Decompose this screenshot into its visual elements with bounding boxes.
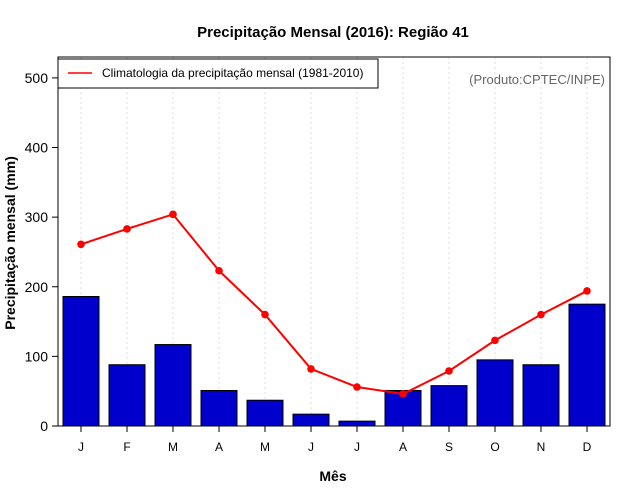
x-axis-title: Mês <box>319 468 346 484</box>
plot-frame <box>57 56 611 427</box>
climatology-point-9 <box>445 367 453 375</box>
y-axis-title: Precipitação mensal (mm) <box>2 156 18 330</box>
climatology-point-8 <box>399 390 407 398</box>
climatology-point-2 <box>123 225 131 233</box>
y-tick-label-400: 400 <box>25 140 49 156</box>
y-tick-label-0: 0 <box>40 418 48 434</box>
climatology-point-6 <box>307 365 315 373</box>
bar-11 <box>522 364 560 427</box>
x-tick-label-7: J <box>354 440 360 454</box>
bar-7 <box>338 420 376 427</box>
x-tick-label-6: J <box>308 440 314 454</box>
y-tick-label-100: 100 <box>25 348 49 364</box>
legend: Climatologia da precipitação mensal (198… <box>57 58 379 89</box>
climatology-point-11 <box>537 310 545 319</box>
chart-title: Precipitação Mensal (2016): Região 41 <box>197 24 469 41</box>
x-tick-label-5: M <box>260 440 270 454</box>
climatology-point-3 <box>169 210 177 219</box>
y-tick-label-500: 500 <box>25 70 49 86</box>
bar-9 <box>430 385 468 427</box>
y-tick-label-200: 200 <box>25 279 49 295</box>
bar-5 <box>246 399 284 427</box>
climatology-point-4 <box>215 266 223 275</box>
x-tick-label-11: N <box>537 440 546 454</box>
x-tick-label-10: O <box>490 440 499 454</box>
x-tick-label-8: A <box>399 440 407 454</box>
bar-10 <box>476 359 514 427</box>
climatology-point-1 <box>77 240 85 249</box>
bar-1 <box>62 296 100 427</box>
line-layer <box>77 210 591 398</box>
climatology-point-10 <box>491 336 499 345</box>
x-tick-label-3: M <box>168 440 178 454</box>
climatology-point-12 <box>583 287 591 295</box>
climatology-line <box>80 213 588 396</box>
x-tick-label-4: A <box>215 440 223 454</box>
bar-4 <box>200 389 238 427</box>
climatology-point-7 <box>353 383 361 391</box>
bar-3 <box>154 344 192 427</box>
x-tick-label-2: F <box>123 440 130 454</box>
y-tick-label-300: 300 <box>25 209 49 225</box>
bar-layer <box>62 296 606 427</box>
x-tick-label-12: D <box>583 440 592 454</box>
bar-6 <box>292 413 330 427</box>
credit-text: (Produto:CPTEC/INPE) <box>469 72 605 87</box>
grid-layer <box>80 57 588 426</box>
x-tick-label-9: S <box>445 440 453 454</box>
axis-layer: 0 100 200 300 400 500 J F M A M J J A S O N D <box>25 56 611 454</box>
x-tick-label-1: J <box>78 440 84 454</box>
bar-2 <box>108 364 146 427</box>
legend-box <box>57 58 379 89</box>
legend-label-climatology: Climatologia da precipitação mensal (198… <box>102 66 363 80</box>
climatology-point-5 <box>261 310 269 319</box>
bar-12 <box>568 303 606 427</box>
